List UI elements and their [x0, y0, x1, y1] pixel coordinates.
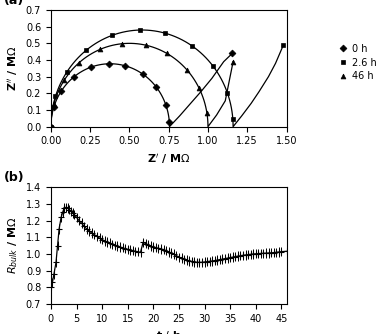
0 h — [59, 89, 63, 93]
Legend: 0 h, 2.6 h, 46 h: 0 h, 2.6 h, 46 h — [334, 40, 377, 85]
X-axis label: Z$'$ / M$\Omega$: Z$'$ / M$\Omega$ — [147, 152, 190, 166]
2.6 h — [231, 117, 235, 121]
2.6 h — [138, 28, 143, 32]
2.6 h — [64, 70, 69, 74]
0 h — [167, 120, 172, 124]
0 h — [123, 64, 127, 68]
Text: (b): (b) — [4, 171, 25, 184]
2.6 h — [53, 95, 58, 99]
Text: (a): (a) — [4, 0, 24, 7]
2.6 h — [110, 33, 114, 37]
Line: 46 h: 46 h — [49, 41, 236, 129]
2.6 h — [189, 44, 194, 48]
46 h — [231, 60, 235, 64]
46 h — [205, 112, 209, 116]
0 h — [72, 75, 76, 79]
46 h — [52, 102, 56, 106]
46 h — [77, 61, 81, 65]
Y-axis label: Z$^{\prime\prime}$ / M$\Omega$: Z$^{\prime\prime}$ / M$\Omega$ — [6, 45, 20, 91]
X-axis label: $\bf{t}$ / $\bf{h}$: $\bf{t}$ / $\bf{h}$ — [156, 329, 181, 334]
46 h — [62, 78, 67, 82]
2.6 h — [225, 91, 230, 95]
2.6 h — [281, 43, 286, 47]
0 h — [88, 65, 93, 69]
2.6 h — [211, 64, 215, 68]
46 h — [49, 125, 53, 129]
0 h — [230, 51, 234, 55]
0 h — [154, 85, 159, 89]
0 h — [49, 125, 53, 129]
46 h — [184, 67, 189, 71]
0 h — [52, 105, 56, 109]
Line: 0 h: 0 h — [49, 51, 235, 129]
Y-axis label: $R_{bulk}$ / M$\Omega$: $R_{bulk}$ / M$\Omega$ — [6, 217, 20, 274]
Line: 2.6 h: 2.6 h — [49, 28, 286, 129]
2.6 h — [49, 125, 53, 129]
2.6 h — [84, 48, 89, 52]
46 h — [98, 47, 103, 51]
2.6 h — [163, 31, 167, 35]
0 h — [107, 62, 111, 66]
46 h — [165, 51, 169, 55]
46 h — [120, 42, 124, 46]
0 h — [140, 72, 145, 76]
46 h — [197, 87, 201, 91]
0 h — [164, 103, 168, 107]
46 h — [144, 43, 149, 47]
